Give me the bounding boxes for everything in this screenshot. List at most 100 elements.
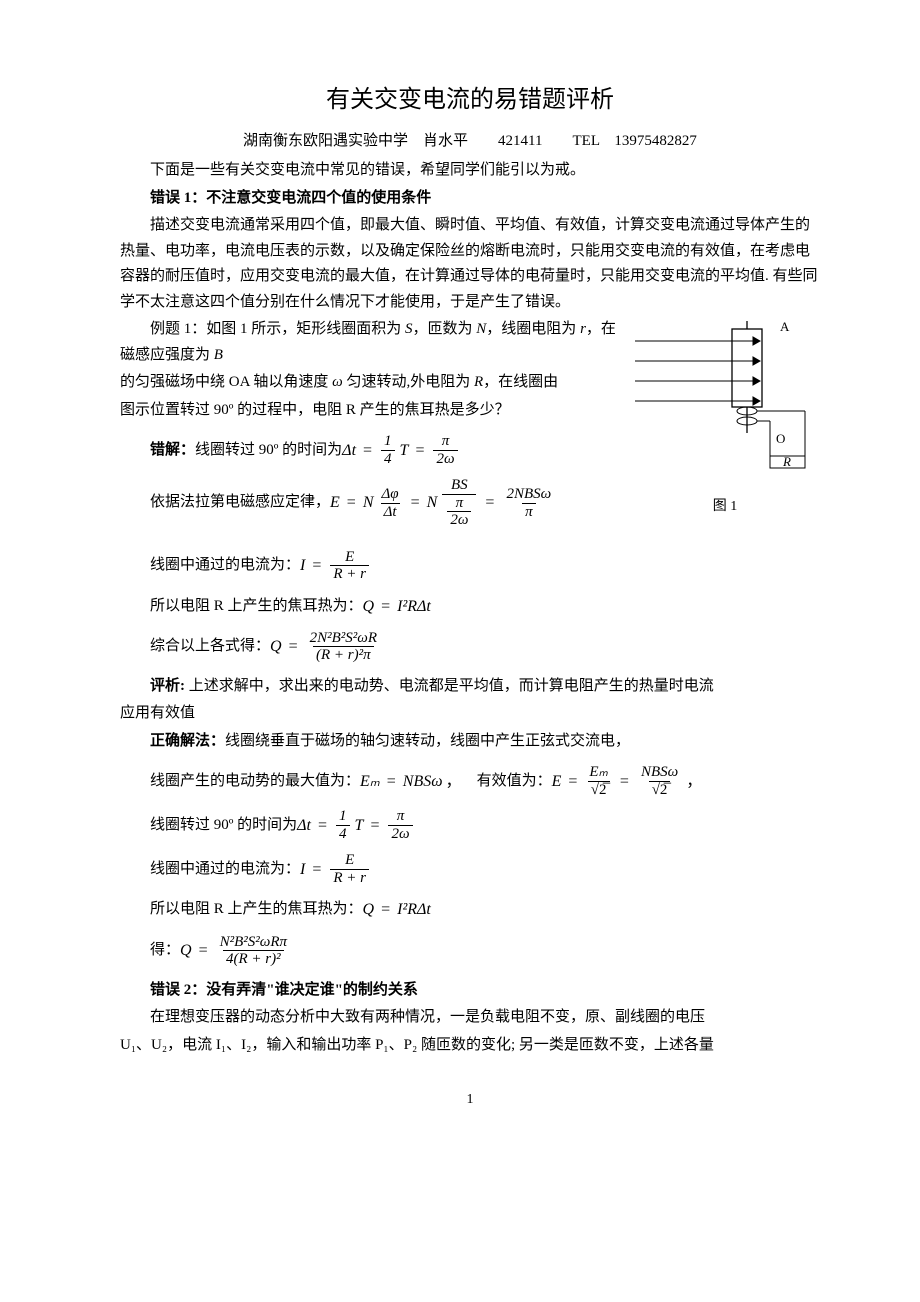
eq-Q2: Q bbox=[270, 633, 282, 660]
page-number: 1 bbox=[120, 1088, 820, 1112]
analysis-para-2: 应用有效值 bbox=[120, 701, 820, 727]
den4: 4 bbox=[381, 450, 395, 468]
eq-I: I bbox=[300, 552, 305, 579]
label-wrong: 错解： bbox=[150, 442, 195, 458]
eq-dt: Δt bbox=[342, 437, 356, 464]
num-2nbsw: 2NBSω bbox=[503, 486, 554, 503]
num-q: 2N²B²S²ωR bbox=[307, 630, 380, 647]
correct-time-eq: 线圈转过 90º 的时间为 Δt= 14 T= π2ω bbox=[150, 808, 820, 842]
eq-Em: Eₘ bbox=[360, 768, 380, 795]
eq-comma2: ， bbox=[686, 768, 702, 795]
eq-T: T bbox=[400, 437, 409, 464]
den-sqrt2b: √2̅ bbox=[649, 781, 671, 799]
wrong-current-eq: 线圈中通过的电流为： I= ER + r bbox=[150, 549, 820, 583]
den-Rr2: R + r bbox=[330, 869, 369, 887]
wrong-time-prefix: 线圈转过 90º 的时间为 bbox=[195, 442, 342, 458]
num-q2: N²B²S²ωRπ bbox=[217, 934, 290, 951]
sym-S: S bbox=[405, 321, 413, 337]
sym-N: N bbox=[476, 321, 486, 337]
eq-I2: I bbox=[300, 856, 305, 883]
eq-Q: Q bbox=[363, 593, 375, 620]
eq-comma: ， bbox=[446, 768, 462, 795]
sym-B: B bbox=[214, 347, 223, 363]
doc-title: 有关交变电流的易错题评析 bbox=[120, 80, 820, 121]
wrong-faraday-eq: 依据法拉第电磁感应定律， E= N ΔφΔt = N BS π2ω = 2NBS… bbox=[150, 477, 620, 529]
ex-l2a: 的匀强磁场中绕 OA 轴以角速度 bbox=[120, 374, 332, 390]
intro-line: 下面是一些有关交变电流中常见的错误，希望同学们能引以为戒。 bbox=[120, 158, 820, 184]
author-line: 湖南衡东欧阳遇实验中学 肖水平 421411 TEL 13975482827 bbox=[120, 129, 820, 155]
analysis-para-1: 评析: 上述求解中，求出来的电动势、电流都是平均值，而计算电阻产生的热量时电流 bbox=[120, 674, 820, 700]
wrong-combine-eq: 综合以上各式得： Q= 2N²B²S²ωR(R + r)²π bbox=[150, 630, 820, 664]
den-q: (R + r)²π bbox=[313, 646, 374, 664]
den-dt: Δt bbox=[381, 503, 400, 521]
correct-current-eq: 线圈中通过的电流为： I= ER + r bbox=[150, 852, 820, 886]
ex-seg1: 例题 1：如图 1 所示，矩形线圈面积为 bbox=[150, 321, 405, 337]
num-NBSw: NBSω bbox=[638, 764, 681, 781]
error1-para: 描述交变电流通常采用四个值，即最大值、瞬时值、平均值、有效值，计算交变电流通过导… bbox=[120, 213, 820, 315]
eq-dt2: Δt bbox=[297, 812, 311, 839]
sym-R2: R bbox=[474, 374, 483, 390]
den-q2: 4(R + r)² bbox=[223, 950, 284, 968]
num-Em: Eₘ bbox=[586, 764, 611, 781]
den-2w3: 2ω bbox=[388, 825, 412, 843]
correct-result-eq: 得： Q= N²B²S²ωRπ4(R + r)² bbox=[150, 934, 820, 968]
correct-rms-mid: 有效值为： bbox=[462, 769, 552, 795]
correct-heat-eq: 所以电阻 R 上产生的焦耳热为： Q=I²RΔt bbox=[150, 896, 820, 923]
eq-E2: E bbox=[552, 768, 562, 795]
eq-I2Rdt2: I²RΔt bbox=[397, 896, 431, 923]
correct-heat-prefix: 所以电阻 R 上产生的焦耳热为： bbox=[150, 897, 363, 923]
sym-omega: ω bbox=[332, 374, 343, 390]
ex-l2c: ，在线圈由 bbox=[483, 374, 558, 390]
correct-p1: 线圈绕垂直于磁场的轴匀速转动，线圈中产生正弦式交流电， bbox=[225, 733, 630, 749]
eq-E: E bbox=[330, 489, 340, 516]
eq-N: N bbox=[363, 489, 374, 516]
wrong-time-eq: 错解：线圈转过 90º 的时间为 Δt= 14 T= π2ω bbox=[150, 433, 620, 467]
ex-seg3: ，线圈电阻为 bbox=[486, 321, 580, 337]
eq-T2: T bbox=[355, 812, 364, 839]
eq-I2Rdt: I²RΔt bbox=[397, 593, 431, 620]
label-analysis: 评析: bbox=[150, 678, 185, 694]
wrong-faraday-prefix: 依据法拉第电磁感应定律， bbox=[150, 490, 330, 516]
label-correct: 正确解法： bbox=[150, 733, 225, 749]
correct-result-prefix: 得： bbox=[150, 938, 180, 964]
eq-Q3: Q bbox=[363, 896, 375, 923]
analysis-text-1: 上述求解中，求出来的电动势、电流都是平均值，而计算电阻产生的热量时电流 bbox=[185, 678, 714, 694]
eq-N2: N bbox=[427, 489, 438, 516]
num-pi3: π bbox=[394, 808, 408, 825]
num-pi: π bbox=[439, 433, 453, 450]
wrong-heat-prefix: 所以电阻 R 上产生的焦耳热为： bbox=[150, 594, 363, 620]
correct-time-prefix: 线圈转过 90º 的时间为 bbox=[150, 813, 297, 839]
num1b: 1 bbox=[336, 808, 350, 825]
wrong-current-prefix: 线圈中通过的电流为： bbox=[150, 553, 300, 579]
den-pi2w: π2ω bbox=[442, 494, 476, 529]
correct-emf-prefix: 线圈产生的电动势的最大值为： bbox=[150, 769, 360, 795]
den-sqrt2: √2̅ bbox=[588, 781, 610, 799]
den-2w: 2ω bbox=[433, 450, 457, 468]
ex-seg2: ，匝数为 bbox=[413, 321, 477, 337]
wrong-combine-prefix: 综合以上各式得： bbox=[150, 634, 270, 660]
wrong-heat-eq: 所以电阻 R 上产生的焦耳热为： Q=I²RΔt bbox=[150, 593, 820, 620]
num-BS: BS bbox=[448, 477, 471, 494]
num-E2: E bbox=[342, 852, 357, 869]
figure-caption: 图 1 bbox=[630, 495, 820, 519]
error2-para-2: U₁、U₂，电流 I₁、I₂，输入和输出功率 P₁、P₂ 随匝数的变化; 另一类… bbox=[120, 1033, 820, 1059]
error1-heading: 错误 1：不注意交变电流四个值的使用条件 bbox=[120, 186, 820, 212]
den-2w2: 2ω bbox=[447, 511, 471, 529]
num-pi2: π bbox=[453, 495, 467, 512]
ex-l2b: 匀速转动,外电阻为 bbox=[343, 374, 474, 390]
num1: 1 bbox=[381, 433, 395, 450]
den-pi: π bbox=[522, 503, 536, 521]
label-A: A bbox=[780, 321, 790, 334]
eq-NBSw: NBSω bbox=[403, 768, 443, 795]
label-R: R bbox=[782, 454, 791, 469]
eq-Q4: Q bbox=[180, 937, 192, 964]
correct-current-prefix: 线圈中通过的电流为： bbox=[150, 857, 300, 883]
num-E: E bbox=[342, 549, 357, 566]
error2-heading: 错误 2：没有弄清"谁决定谁"的制约关系 bbox=[120, 978, 820, 1004]
den-Rr: R + r bbox=[330, 565, 369, 583]
num-dphi: Δφ bbox=[379, 486, 402, 503]
den4b: 4 bbox=[336, 825, 350, 843]
correct-intro: 正确解法：线圈绕垂直于磁场的轴匀速转动，线圈中产生正弦式交流电， bbox=[120, 729, 820, 755]
figure-1: A O R 图 1 bbox=[630, 321, 820, 518]
error2-para-1: 在理想变压器的动态分析中大致有两种情况，一是负载电阻不变，原、副线圈的电压 bbox=[120, 1005, 820, 1031]
